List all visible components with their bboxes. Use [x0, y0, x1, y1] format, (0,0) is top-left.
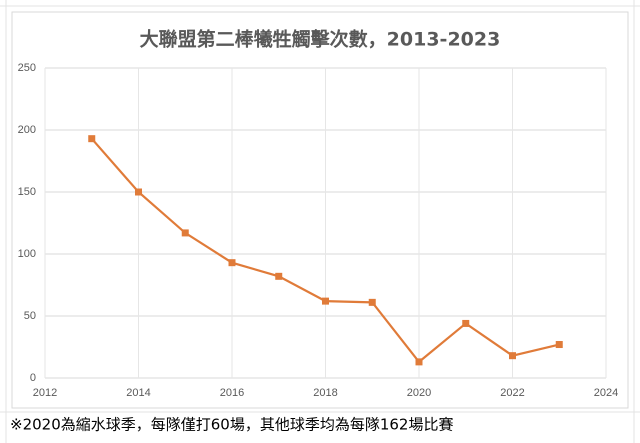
y-tick-label: 150	[18, 186, 36, 198]
data-point	[275, 272, 283, 280]
x-tick-label: 2014	[126, 387, 150, 399]
data-point	[228, 259, 236, 267]
y-tick-label: 50	[24, 310, 36, 322]
x-tick-label: 2016	[220, 387, 244, 399]
x-tick-label: 2022	[500, 387, 524, 399]
chart-title: 大聯盟第二棒犧牲觸擊次數，2013-2023	[140, 28, 501, 51]
x-tick-label: 2020	[407, 387, 431, 399]
data-point	[322, 297, 329, 305]
data-point	[181, 229, 189, 237]
data-point	[368, 298, 376, 306]
data-point	[509, 352, 516, 360]
data-point	[462, 319, 470, 327]
data-point	[555, 341, 563, 349]
chart-area	[11, 11, 629, 409]
y-tick-label: 250	[18, 62, 36, 74]
y-tick-label: 200	[18, 124, 36, 136]
y-tick-label: 0	[30, 372, 36, 384]
data-point	[415, 358, 423, 366]
x-tick-label: 2024	[594, 387, 618, 399]
footnote: ※2020為縮水球季，每隊僅打60場，其他球季均為每隊162場比賽	[10, 416, 453, 434]
x-tick-label: 2018	[313, 387, 337, 399]
data-point	[88, 135, 96, 143]
y-tick-label: 100	[18, 248, 36, 260]
x-tick-label: 2012	[33, 387, 57, 399]
data-point	[135, 188, 142, 196]
